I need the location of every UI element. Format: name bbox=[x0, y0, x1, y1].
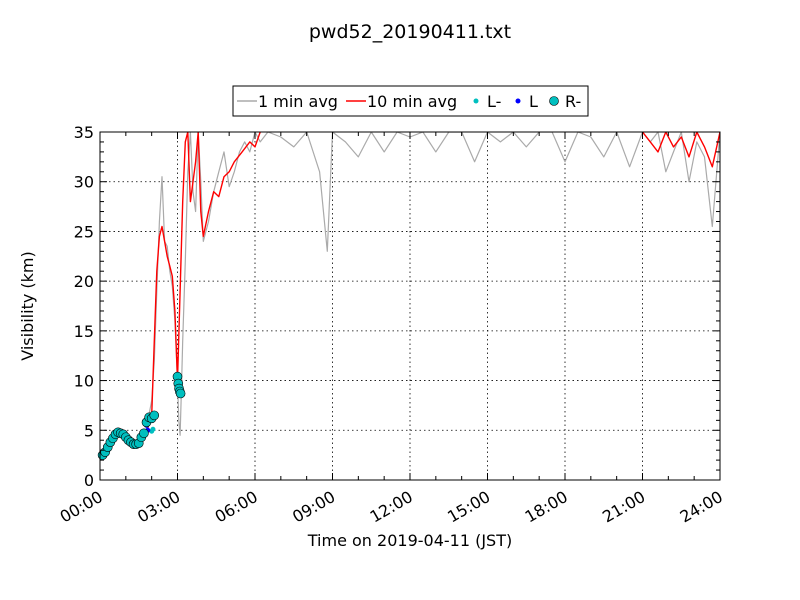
y-tick-label: 0 bbox=[84, 471, 94, 490]
y-tick-label: 20 bbox=[74, 272, 94, 291]
series-line-1-min-avg bbox=[100, 132, 720, 457]
y-tick-label: 30 bbox=[74, 173, 94, 192]
chart-title: pwd52_20190411.txt bbox=[309, 21, 511, 43]
legend-frame bbox=[232, 85, 589, 117]
y-tick-label: 5 bbox=[84, 421, 94, 440]
plot-area bbox=[100, 132, 720, 480]
legend-label-l-minus: L- bbox=[487, 92, 501, 111]
marker-l bbox=[150, 426, 156, 432]
series-line-10-min-avg bbox=[641, 132, 720, 168]
y-axis-ticks: 0 5 10 15 20 25 30 35 bbox=[74, 123, 720, 490]
markers-layer bbox=[97, 371, 186, 460]
legend-label-1min: 1 min avg bbox=[258, 92, 338, 111]
y-tick-label: 10 bbox=[74, 372, 94, 391]
marker-r bbox=[139, 428, 149, 439]
legend: 1 min avg 10 min avg L- L R- bbox=[232, 85, 589, 117]
y-axis-title: Visibility (km) bbox=[18, 251, 37, 360]
legend-label-l: L bbox=[529, 92, 538, 111]
y-tick-label: 15 bbox=[74, 322, 94, 341]
legend-swatch-l-minus bbox=[473, 98, 479, 104]
marker-r bbox=[149, 410, 160, 421]
marker-r bbox=[175, 388, 186, 399]
legend-swatch-r-minus bbox=[549, 96, 559, 106]
legend-label-10min: 10 min avg bbox=[367, 92, 457, 111]
x-axis-title: Time on 2019-04-11 (JST) bbox=[307, 531, 512, 550]
legend-label-r-minus: R- bbox=[565, 92, 581, 111]
legend-swatch-l bbox=[515, 98, 521, 104]
y-tick-label: 35 bbox=[74, 123, 94, 142]
y-tick-label: 25 bbox=[74, 222, 94, 241]
